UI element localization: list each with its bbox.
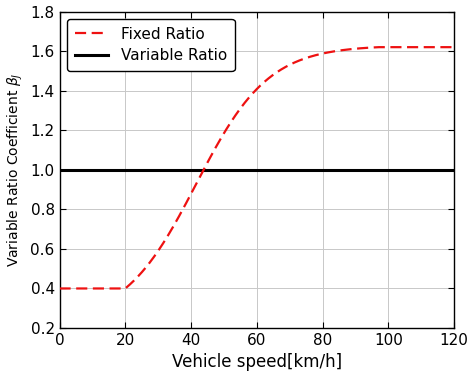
- Fixed Ratio: [57, 286, 63, 291]
- Fixed Ratio: [375, 45, 381, 49]
- X-axis label: Vehicle speed[km/h]: Vehicle speed[km/h]: [172, 354, 342, 371]
- Fixed Ratio: [81, 286, 87, 291]
- Legend: Fixed Ratio, Variable Ratio: Fixed Ratio, Variable Ratio: [67, 19, 235, 70]
- Fixed Ratio: [286, 63, 292, 67]
- Line: Fixed Ratio: Fixed Ratio: [60, 47, 454, 288]
- Fixed Ratio: [451, 45, 457, 49]
- Y-axis label: Variable Ratio Coefficient $\beta_J$: Variable Ratio Coefficient $\beta_J$: [6, 72, 25, 267]
- Fixed Ratio: [308, 54, 314, 59]
- Fixed Ratio: [356, 46, 362, 51]
- Fixed Ratio: [296, 58, 302, 63]
- Fixed Ratio: [397, 45, 402, 49]
